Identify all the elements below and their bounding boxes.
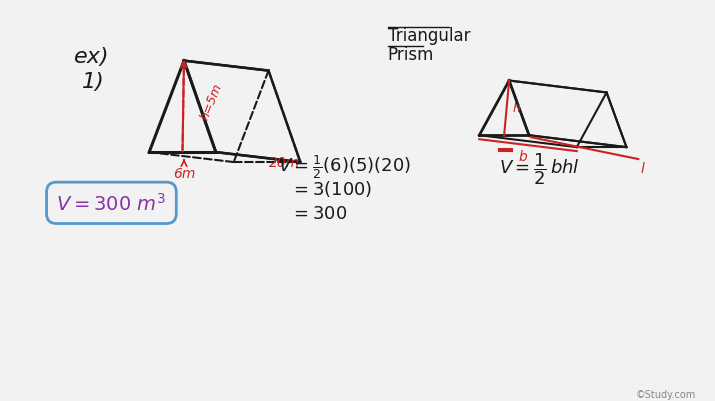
Text: b: b [518, 150, 528, 164]
Text: ex): ex) [74, 47, 109, 67]
Text: $V= \frac{1}{2}(6)(5)(20)$: $V= \frac{1}{2}(6)(5)(20)$ [278, 153, 412, 180]
Text: ©Study.com: ©Study.com [636, 389, 696, 399]
Text: 1): 1) [82, 71, 104, 91]
Text: $V = \dfrac{1}{2}\,bhl$: $V = \dfrac{1}{2}\,bhl$ [499, 151, 580, 186]
Text: $= 300$: $= 300$ [290, 205, 347, 222]
Text: h: h [512, 102, 520, 115]
Text: $V=300\ m^3$: $V=300\ m^3$ [56, 192, 167, 214]
Text: h=5m: h=5m [198, 81, 225, 122]
Text: 6m: 6m [173, 167, 195, 180]
Text: $= 3(100)$: $= 3(100)$ [290, 178, 373, 198]
Text: Triangular: Triangular [388, 27, 470, 45]
Text: 20m: 20m [269, 156, 300, 170]
Text: Prism: Prism [388, 46, 434, 64]
Text: l: l [641, 162, 644, 176]
